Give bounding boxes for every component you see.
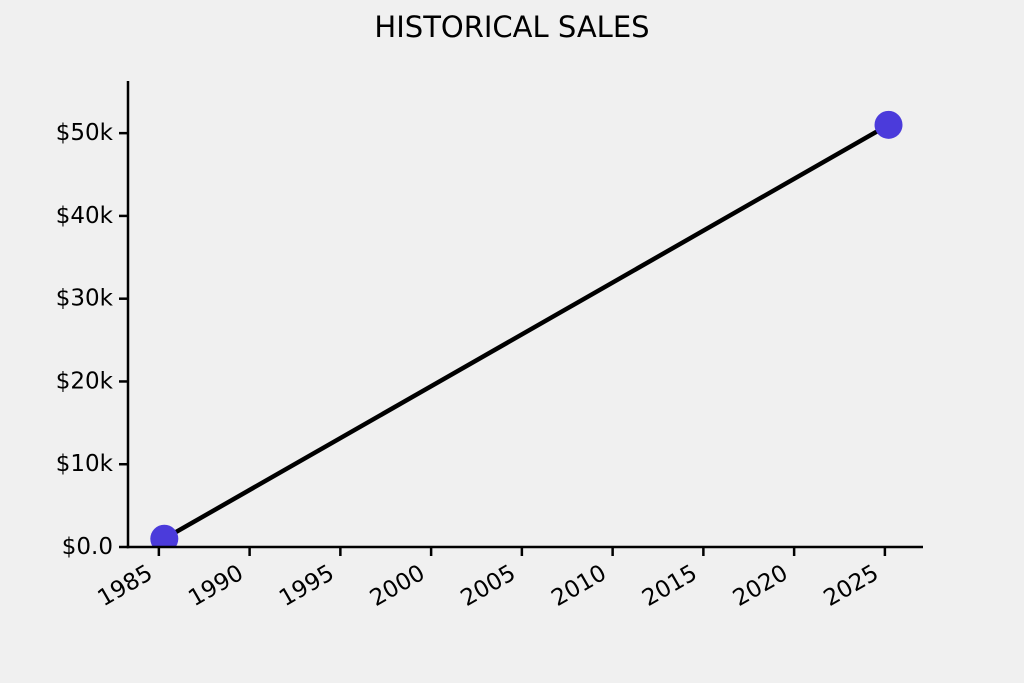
y-tick-label: $20k <box>56 368 114 394</box>
data-layer <box>150 110 903 547</box>
y-tick-label: $30k <box>56 286 114 312</box>
sales-marker-0 <box>150 524 179 547</box>
x-tick-label: 1985 <box>94 560 158 612</box>
y-tick-label: $50k <box>56 120 114 146</box>
x-tick-label: 1990 <box>184 560 248 612</box>
x-tick-label: 2015 <box>638 560 702 612</box>
x-tick-label: 1995 <box>275 560 339 612</box>
x-tick-label: 2000 <box>366 560 430 612</box>
sales-marker-1 <box>874 110 903 139</box>
x-tick-label: 2010 <box>547 560 611 612</box>
x-tick-label: 2005 <box>457 560 521 612</box>
y-tick-label: $10k <box>56 451 114 477</box>
chart-title: HISTORICAL SALES <box>374 10 649 44</box>
x-tick-label: 2020 <box>729 560 793 612</box>
y-tick-label: $0.0 <box>62 534 113 560</box>
y-tick-label: $40k <box>56 203 114 229</box>
x-tick-label: 2025 <box>820 560 884 612</box>
sales-line <box>163 122 890 541</box>
